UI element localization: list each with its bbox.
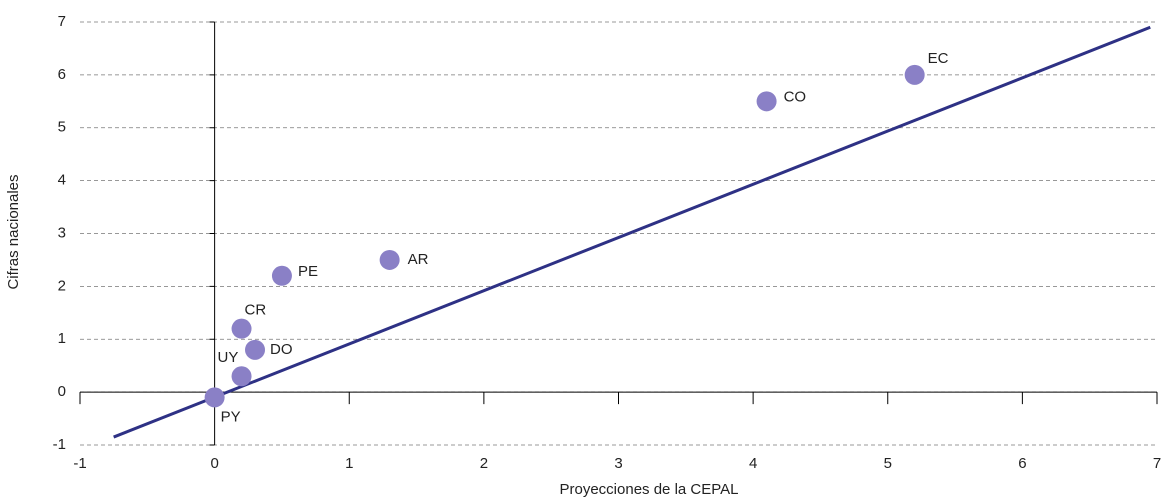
y-tick-label: -1 <box>53 436 66 453</box>
y-tick-label: 6 <box>58 66 66 83</box>
y-tick-label: 2 <box>58 277 66 294</box>
point-label: CR <box>245 302 267 319</box>
x-tick-label: 4 <box>749 455 757 472</box>
point-label: UY <box>218 349 239 366</box>
point <box>231 366 252 387</box>
x-tick-label: -1 <box>73 455 86 472</box>
y-tick-label: 7 <box>58 13 66 30</box>
point <box>904 64 925 85</box>
point-label: PE <box>298 263 318 280</box>
x-tick-label: 2 <box>480 455 488 472</box>
y-tick-label: 4 <box>58 172 66 189</box>
point-label: EC <box>928 50 949 67</box>
x-tick-label: 6 <box>1018 455 1026 472</box>
point <box>379 249 400 270</box>
y-tick-label: 0 <box>58 383 66 400</box>
x-axis-title: Proyecciones de la CEPAL <box>560 481 739 498</box>
point <box>204 387 225 408</box>
x-tick-label: 5 <box>884 455 892 472</box>
y-axis-title: Cifras nacionales <box>5 174 22 289</box>
point <box>756 91 777 112</box>
x-tick-label: 0 <box>210 455 218 472</box>
point-label: CO <box>784 88 807 105</box>
y-tick-label: 1 <box>58 330 66 347</box>
point-label: AR <box>408 251 429 268</box>
y-tick-label: 5 <box>58 119 66 136</box>
y-tick-label: 3 <box>58 224 66 241</box>
point <box>271 265 292 286</box>
point <box>245 339 266 360</box>
reference-line <box>113 25 1151 439</box>
x-tick-label: 3 <box>614 455 622 472</box>
x-tick-label: 7 <box>1153 455 1161 472</box>
point-label: PY <box>221 408 241 425</box>
point <box>231 318 252 339</box>
x-tick-label: 1 <box>345 455 353 472</box>
point-label: DO <box>270 341 293 358</box>
